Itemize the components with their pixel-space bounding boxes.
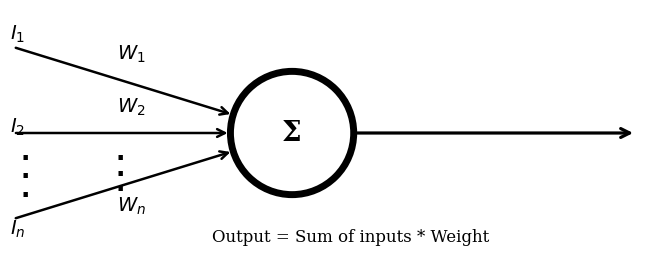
Text: ·: · bbox=[115, 147, 125, 171]
Text: $I_2$: $I_2$ bbox=[10, 117, 25, 138]
Text: ·: · bbox=[20, 165, 30, 189]
Text: $I_1$: $I_1$ bbox=[10, 23, 25, 45]
Text: Σ: Σ bbox=[282, 119, 302, 147]
Text: ·: · bbox=[20, 147, 30, 171]
Text: ·: · bbox=[20, 184, 30, 207]
Text: $W_n$: $W_n$ bbox=[117, 195, 146, 217]
Text: $I_n$: $I_n$ bbox=[10, 219, 25, 240]
Text: $W_1$: $W_1$ bbox=[117, 44, 146, 65]
Text: ·: · bbox=[115, 178, 125, 202]
Text: $W_2$: $W_2$ bbox=[117, 96, 146, 118]
Ellipse shape bbox=[230, 71, 354, 195]
Text: Output = Sum of inputs * Weight: Output = Sum of inputs * Weight bbox=[212, 229, 489, 246]
Text: ·: · bbox=[115, 163, 125, 187]
